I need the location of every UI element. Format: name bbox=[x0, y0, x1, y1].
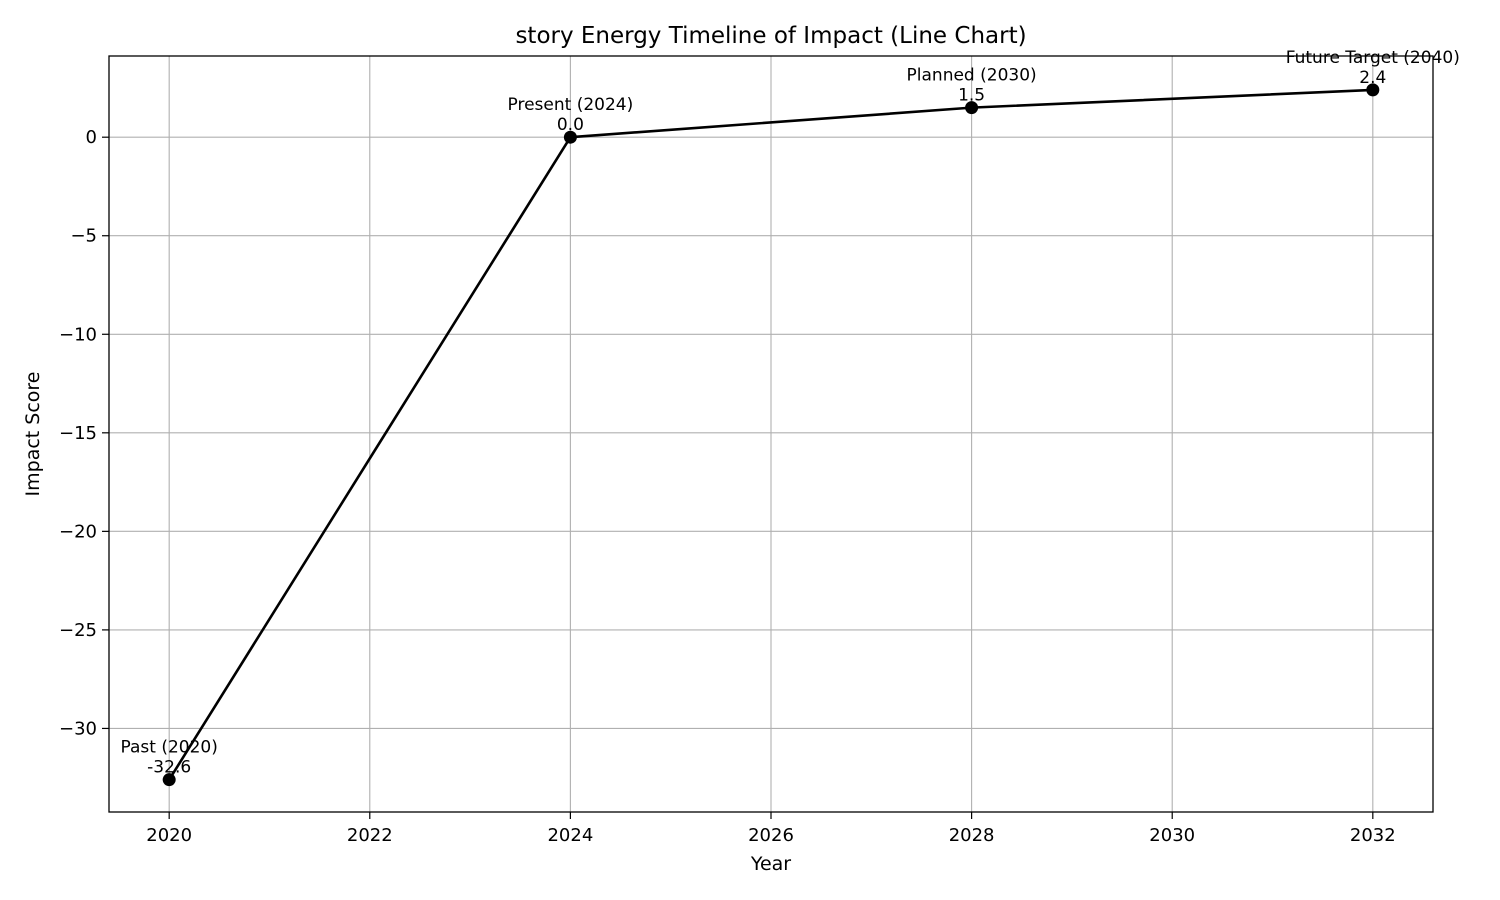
x-tick-label: 2022 bbox=[347, 825, 393, 846]
chart-title: story Energy Timeline of Impact (Line Ch… bbox=[515, 23, 1026, 49]
point-label: Planned (2030) bbox=[907, 66, 1037, 86]
y-tick-label: −25 bbox=[59, 620, 97, 641]
y-tick-label: −5 bbox=[70, 226, 97, 247]
x-tick-label: 2026 bbox=[748, 825, 794, 846]
annotations: Past (2020)-32.6 Present (2024)0.0 Planned… bbox=[120, 48, 1459, 778]
x-tick-label: 2020 bbox=[146, 825, 192, 846]
series-line bbox=[168, 88, 1373, 781]
data-point bbox=[1366, 83, 1380, 97]
plot-frame bbox=[108, 55, 1434, 813]
point-value-label: 0.0 bbox=[557, 115, 584, 135]
data-point bbox=[162, 773, 176, 787]
y-tick-label: −30 bbox=[59, 718, 97, 739]
y-tick-label: −20 bbox=[59, 521, 97, 542]
x-tick-label: 2024 bbox=[547, 825, 593, 846]
y-axis-title: Impact Score bbox=[22, 372, 44, 497]
x-tick-label: 2032 bbox=[1350, 825, 1396, 846]
point-label: Present (2024) bbox=[508, 95, 634, 115]
series-layer bbox=[162, 83, 1380, 787]
x-axis-title: Year bbox=[750, 853, 791, 875]
point-value-label: 1.5 bbox=[958, 86, 985, 106]
y-tick-label: 0 bbox=[86, 127, 97, 148]
point-label: Past (2020) bbox=[120, 738, 217, 758]
x-tick-label: 2028 bbox=[949, 825, 995, 846]
x-tick-label: 2030 bbox=[1149, 825, 1195, 846]
y-tick-label: −15 bbox=[59, 423, 97, 444]
data-point bbox=[965, 101, 979, 115]
grid-lines bbox=[109, 56, 1433, 812]
point-value-label: -32.6 bbox=[147, 758, 191, 778]
y-tick-label: −10 bbox=[59, 324, 97, 345]
point-value-label: 2.4 bbox=[1359, 68, 1386, 88]
axis-ticks: 2020 2022 2024 2026 2028 2030 2032 0 −5 −10 −15 −20… bbox=[59, 127, 1396, 846]
point-label: Future Target (2040) bbox=[1286, 48, 1460, 68]
data-point bbox=[563, 130, 577, 144]
